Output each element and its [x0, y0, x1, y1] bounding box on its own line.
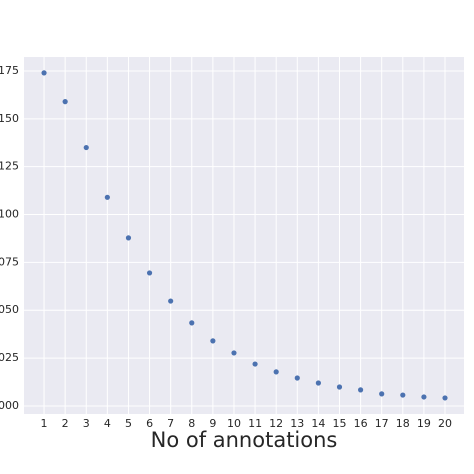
x-tick-label: 18: [396, 417, 410, 430]
x-tick-label: 11: [248, 417, 262, 430]
y-tick-label: 0.025: [0, 351, 19, 364]
y-tick-label: 0.175: [0, 64, 19, 77]
point: [104, 194, 110, 200]
x-tick-label: 6: [146, 417, 153, 430]
point: [252, 361, 258, 367]
x-tick-label: 10: [227, 417, 241, 430]
point: [315, 380, 321, 386]
x-tick-label: 13: [290, 417, 304, 430]
x-tick-label: 14: [311, 417, 325, 430]
point: [168, 298, 174, 304]
x-tick-label: 9: [209, 417, 216, 430]
x-tick-label: 12: [269, 417, 283, 430]
y-tick-label: 0.100: [0, 208, 19, 221]
point: [357, 387, 364, 393]
plot-area: [24, 57, 464, 414]
point: [125, 235, 132, 241]
y-tick-label: 0.000: [0, 399, 19, 412]
x-tick-label: 7: [167, 417, 174, 430]
point: [421, 394, 427, 400]
point: [189, 320, 195, 326]
x-tick-label: 17: [375, 417, 389, 430]
point: [336, 384, 343, 390]
x-tick-label: 5: [125, 417, 132, 430]
point: [210, 338, 216, 344]
y-tick-label: 0.125: [0, 160, 19, 173]
y-tick-label: 0.050: [0, 303, 19, 316]
point: [400, 392, 406, 398]
point: [273, 369, 279, 375]
y-tick-label: 0.075: [0, 255, 19, 268]
point: [231, 350, 237, 356]
x-tick-label: 1: [41, 417, 48, 430]
point: [83, 144, 89, 151]
x-tick-label: 20: [438, 417, 452, 430]
x-tick-label: 2: [62, 417, 69, 430]
x-tick-label: 16: [354, 417, 368, 430]
x-tick-label: 19: [417, 417, 431, 430]
point: [294, 375, 300, 381]
x-tick-label: 15: [332, 417, 346, 430]
x-tick-label: 4: [104, 417, 111, 430]
point: [379, 391, 385, 397]
x-axis-label: No of annotations: [151, 428, 338, 452]
x-tick-label: 3: [83, 417, 90, 430]
point: [146, 270, 153, 276]
y-tick-label: 0.150: [0, 112, 19, 125]
point: [62, 99, 68, 105]
point: [41, 70, 47, 76]
point: [442, 395, 448, 401]
x-tick-label: 8: [188, 417, 195, 430]
